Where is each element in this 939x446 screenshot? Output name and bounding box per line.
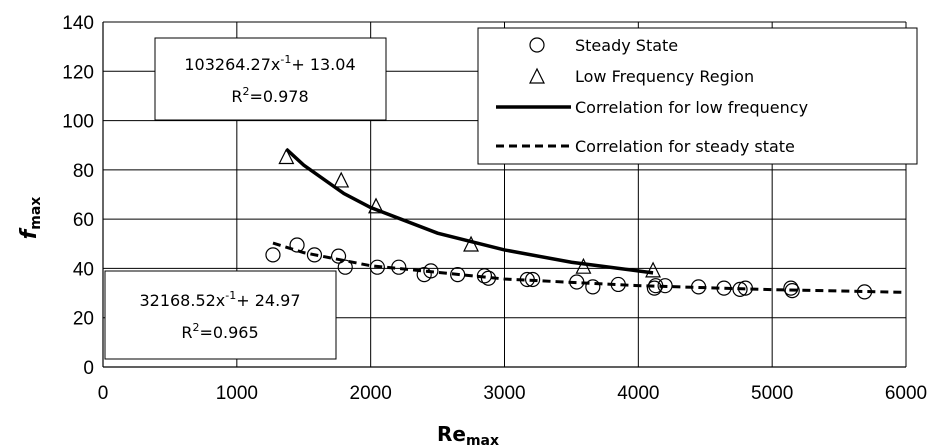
y-tick-label: 60 xyxy=(73,210,94,231)
steady-state-point xyxy=(476,268,493,284)
legend: Steady State Low Frequency Region Correl… xyxy=(477,27,918,165)
steady-state-point xyxy=(525,271,541,288)
low-frequency-point xyxy=(368,197,384,214)
legend-triangle-marker xyxy=(529,67,545,84)
steady-state-point xyxy=(657,278,673,294)
steady-state-point xyxy=(648,278,664,294)
x-axis-title: Remax xyxy=(437,422,499,446)
r2-steady-state: R2=0.965 xyxy=(181,321,258,342)
r2-low-frequency: R2=0.978 xyxy=(231,85,308,106)
steady-state-point xyxy=(289,237,305,253)
steady-state-point xyxy=(450,266,466,283)
steady-state-point xyxy=(265,247,281,263)
eq1-coef: 103264.27x xyxy=(184,55,280,74)
legend-label-correlation-steady: Correlation for steady state xyxy=(575,137,795,156)
steady-state-point xyxy=(423,263,439,279)
low-frequency-point xyxy=(278,148,295,165)
x-tick-label: 2000 xyxy=(350,383,392,404)
steady-state-point xyxy=(306,247,323,263)
y-axis-title-sub: max xyxy=(28,197,44,230)
r2-1-val: =0.978 xyxy=(249,87,308,106)
y-tick-label: 100 xyxy=(62,112,94,133)
eq2-rest: + 24.97 xyxy=(236,291,300,310)
y-tick-label: 20 xyxy=(73,309,94,330)
r2-2-val: =0.965 xyxy=(199,323,258,342)
x-axis-title-main: Re xyxy=(437,422,466,446)
steady-state-point xyxy=(369,259,385,275)
steady-state-point xyxy=(569,274,585,290)
steady-state-point xyxy=(585,279,601,295)
x-tick-label: 3000 xyxy=(483,383,525,404)
y-tick-label: 120 xyxy=(62,62,94,83)
equation-steady-state: 32168.52x-1+ 24.97 xyxy=(139,289,300,310)
steady-state-point xyxy=(716,280,732,296)
data-markers xyxy=(265,148,873,300)
steady-state-point xyxy=(856,284,873,300)
y-tick-labels: 0 20 40 60 80 100 120 140 xyxy=(62,13,94,379)
y-tick-label: 0 xyxy=(83,358,94,379)
correlation-lines xyxy=(272,147,907,294)
equation-box-steady-state: 32168.52x-1+ 24.97 R2=0.965 xyxy=(104,270,337,360)
steady-state-point xyxy=(784,283,800,299)
legend-label-correlation-low: Correlation for low frequency xyxy=(575,98,808,117)
x-tick-label: 6000 xyxy=(885,383,927,404)
steady-state-point xyxy=(391,259,407,275)
equation-low-frequency: 103264.27x-1+ 13.04 xyxy=(184,53,355,74)
steady-state-point xyxy=(330,248,347,264)
low-frequency-point xyxy=(645,261,662,278)
steady-state-point xyxy=(732,281,748,297)
r2-1-exp: 2 xyxy=(242,85,249,98)
steady-state-point xyxy=(480,270,497,286)
eq2-coef: 32168.52x xyxy=(139,291,225,310)
axes xyxy=(102,22,906,368)
x-axis-title-sub: max xyxy=(466,433,499,446)
legend-label-low-frequency: Low Frequency Region xyxy=(575,67,754,86)
eq1-exp: -1 xyxy=(280,53,291,66)
low-frequency-point xyxy=(333,171,350,188)
steady-state-point xyxy=(690,279,707,295)
y-tick-label: 140 xyxy=(62,13,94,34)
steady-state-correlation-line xyxy=(272,241,907,294)
eq1-rest: + 13.04 xyxy=(291,55,355,74)
x-tick-labels: 0 1000 2000 3000 4000 5000 6000 xyxy=(98,383,927,404)
x-tick-label: 5000 xyxy=(751,383,793,404)
steady-state-point xyxy=(519,271,535,288)
steady-state-point xyxy=(646,280,662,296)
legend-label-steady-state: Steady State xyxy=(575,36,678,55)
y-tick-label: 40 xyxy=(73,259,94,280)
legend-circle-marker xyxy=(529,37,545,53)
low-frequency-point xyxy=(463,235,480,252)
r2-2-base: R xyxy=(181,323,192,342)
r2-2-exp: 2 xyxy=(192,321,199,334)
y-tick-label: 80 xyxy=(73,161,94,182)
low-frequency-point xyxy=(575,257,592,274)
steady-state-point xyxy=(610,276,626,293)
r2-1-base: R xyxy=(231,87,242,106)
y-axis-title-main: f xyxy=(17,227,42,239)
x-tick-label: 1000 xyxy=(216,383,258,404)
eq2-exp: -1 xyxy=(225,289,236,302)
steady-state-point xyxy=(337,259,353,275)
y-axis-title: fmax xyxy=(17,197,44,240)
x-tick-label: 4000 xyxy=(617,383,659,404)
steady-state-point xyxy=(737,280,754,296)
low-frequency-correlation-line xyxy=(285,147,654,275)
equation-box-low-frequency: 103264.27x-1+ 13.04 R2=0.978 xyxy=(154,37,387,121)
x-tick-label: 0 xyxy=(98,383,109,404)
steady-state-point xyxy=(783,280,799,296)
